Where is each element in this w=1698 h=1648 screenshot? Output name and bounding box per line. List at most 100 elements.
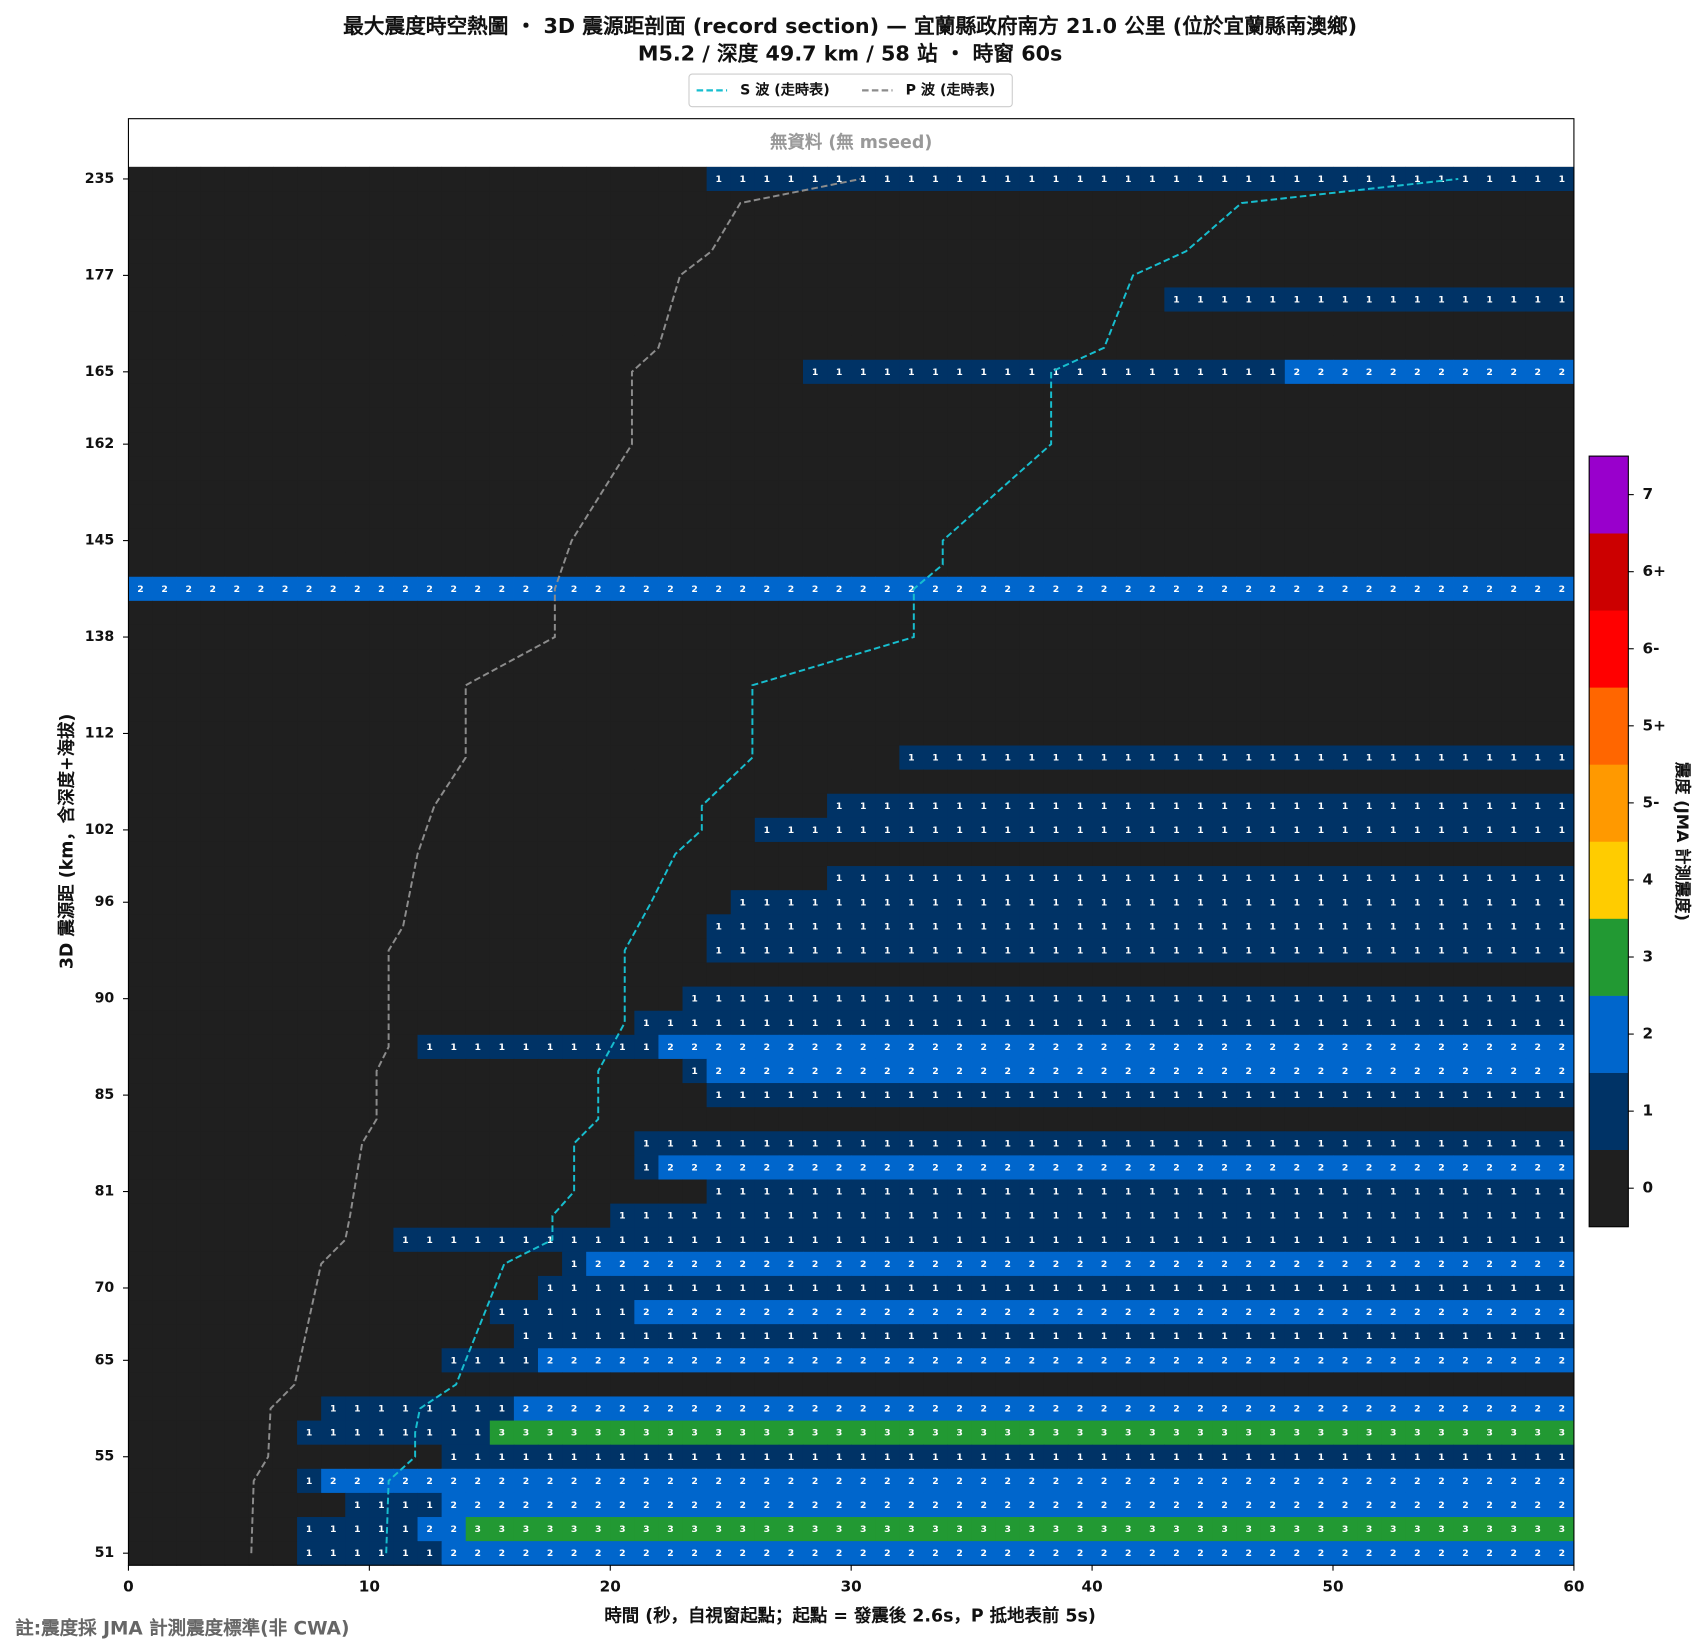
- heat-cell: [1453, 480, 1478, 505]
- heat-cell: [1501, 215, 1527, 240]
- heat-cell: [1092, 624, 1117, 650]
- cell-label: 2: [908, 1500, 914, 1511]
- heat-cell: [417, 456, 443, 481]
- cell-label: 2: [884, 1066, 890, 1077]
- heat-cell: [489, 191, 515, 216]
- cell-label: 1: [1438, 1090, 1444, 1101]
- cell-label: 2: [161, 584, 167, 595]
- heat-cell: [1333, 1034, 1358, 1060]
- colorbar-tick-label: 7: [1642, 485, 1653, 503]
- cell-label: 1: [1270, 174, 1276, 185]
- cell-label: 2: [691, 1500, 697, 1511]
- cell-label: 1: [1294, 994, 1300, 1005]
- cell-label: 2: [1221, 1476, 1227, 1487]
- y-tick-label: 235: [85, 171, 115, 187]
- heat-cell: [634, 1058, 659, 1084]
- cell-label: 1: [402, 1524, 408, 1535]
- cell-label: 1: [1173, 897, 1179, 908]
- cell-label: 1: [836, 873, 842, 884]
- heat-cell: [1164, 1058, 1189, 1084]
- cell-label: 1: [860, 1187, 866, 1198]
- cell-label: 1: [1245, 994, 1251, 1005]
- heat-cell: [393, 986, 418, 1012]
- heat-cell: [827, 890, 852, 915]
- cell-label: 1: [1318, 753, 1324, 764]
- heat-cell: [465, 215, 491, 240]
- heat-cell: [393, 1010, 418, 1036]
- heat-cell: [128, 480, 153, 505]
- heat-cell: [778, 649, 804, 674]
- heat-cell: [1453, 287, 1478, 312]
- heat-cell: [923, 1010, 948, 1036]
- heat-cell: [369, 1300, 394, 1325]
- heat-cell: [248, 1300, 274, 1325]
- heat-cell: [971, 890, 997, 915]
- heat-cell: [1140, 745, 1165, 771]
- heat-cell: [1357, 866, 1382, 891]
- heat-cell: [1260, 383, 1286, 409]
- heat-cell: [128, 721, 153, 746]
- heat-cell: [441, 359, 467, 385]
- heat-cell: [489, 166, 515, 192]
- heat-cell: [489, 311, 515, 337]
- cell-label: 2: [667, 1476, 673, 1487]
- heat-cell: [706, 1131, 732, 1156]
- heat-cell: [1477, 1372, 1503, 1397]
- heat-cell: [1549, 480, 1575, 505]
- heat-cell: [1284, 697, 1310, 722]
- heat-cell: [369, 697, 394, 722]
- heat-cell: [1357, 986, 1382, 1012]
- heat-cell: [827, 432, 852, 457]
- heat-cell: [152, 986, 178, 1012]
- cell-label: 2: [1366, 1355, 1372, 1366]
- cell-label: 2: [1005, 1548, 1011, 1559]
- heat-cell: [321, 866, 346, 891]
- cell-label: 2: [740, 1476, 746, 1487]
- heat-cell: [176, 986, 202, 1012]
- heat-cell: [128, 1058, 153, 1084]
- cell-label: 3: [667, 1428, 673, 1439]
- heat-cell: [1116, 649, 1141, 674]
- cell-label: 1: [1438, 825, 1444, 836]
- cell-label: 1: [667, 1283, 673, 1294]
- cell-label: 1: [1053, 873, 1059, 884]
- cell-label: 1: [1125, 1452, 1131, 1463]
- heat-cell: [369, 311, 394, 337]
- cell-label: 1: [1077, 174, 1083, 185]
- cell-label: 1: [1294, 1090, 1300, 1101]
- heat-cell: [489, 673, 515, 698]
- cell-label: 3: [1197, 1524, 1203, 1535]
- cell-label: 2: [450, 1500, 456, 1511]
- heat-cell: [851, 624, 876, 650]
- cell-label: 1: [1005, 1187, 1011, 1198]
- heat-cell: [875, 1083, 900, 1108]
- cell-label: 1: [1245, 1138, 1251, 1149]
- heat-cell: [369, 1227, 394, 1253]
- heat-cell: [1525, 383, 1551, 409]
- cell-label: 1: [1366, 174, 1372, 185]
- heat-cell: [634, 1107, 659, 1132]
- heat-cell: [682, 769, 708, 795]
- cell-label: 2: [1535, 1259, 1541, 1270]
- heat-cell: [200, 1275, 226, 1301]
- heat-cell: [200, 1420, 226, 1446]
- cell-label: 1: [1245, 1211, 1251, 1222]
- heat-cell: [923, 769, 948, 795]
- heat-cell: [128, 890, 153, 915]
- cell-label: 2: [1462, 1476, 1468, 1487]
- cell-label: 2: [1390, 1476, 1396, 1487]
- cell-label: 2: [1077, 1500, 1083, 1511]
- cell-label: 1: [354, 1428, 360, 1439]
- heat-cell: [537, 528, 563, 554]
- heat-cell: [128, 600, 153, 626]
- cell-label: 1: [1438, 753, 1444, 764]
- cell-label: 2: [1245, 1162, 1251, 1173]
- heat-cell: [1043, 962, 1069, 988]
- heat-cell: [297, 1492, 322, 1518]
- heat-cell: [369, 239, 394, 264]
- cell-label: 2: [1510, 367, 1516, 378]
- heat-cell: [1260, 986, 1286, 1012]
- heat-cell: [923, 866, 948, 891]
- heat-cell: [1405, 721, 1430, 746]
- cell-label: 2: [956, 584, 962, 595]
